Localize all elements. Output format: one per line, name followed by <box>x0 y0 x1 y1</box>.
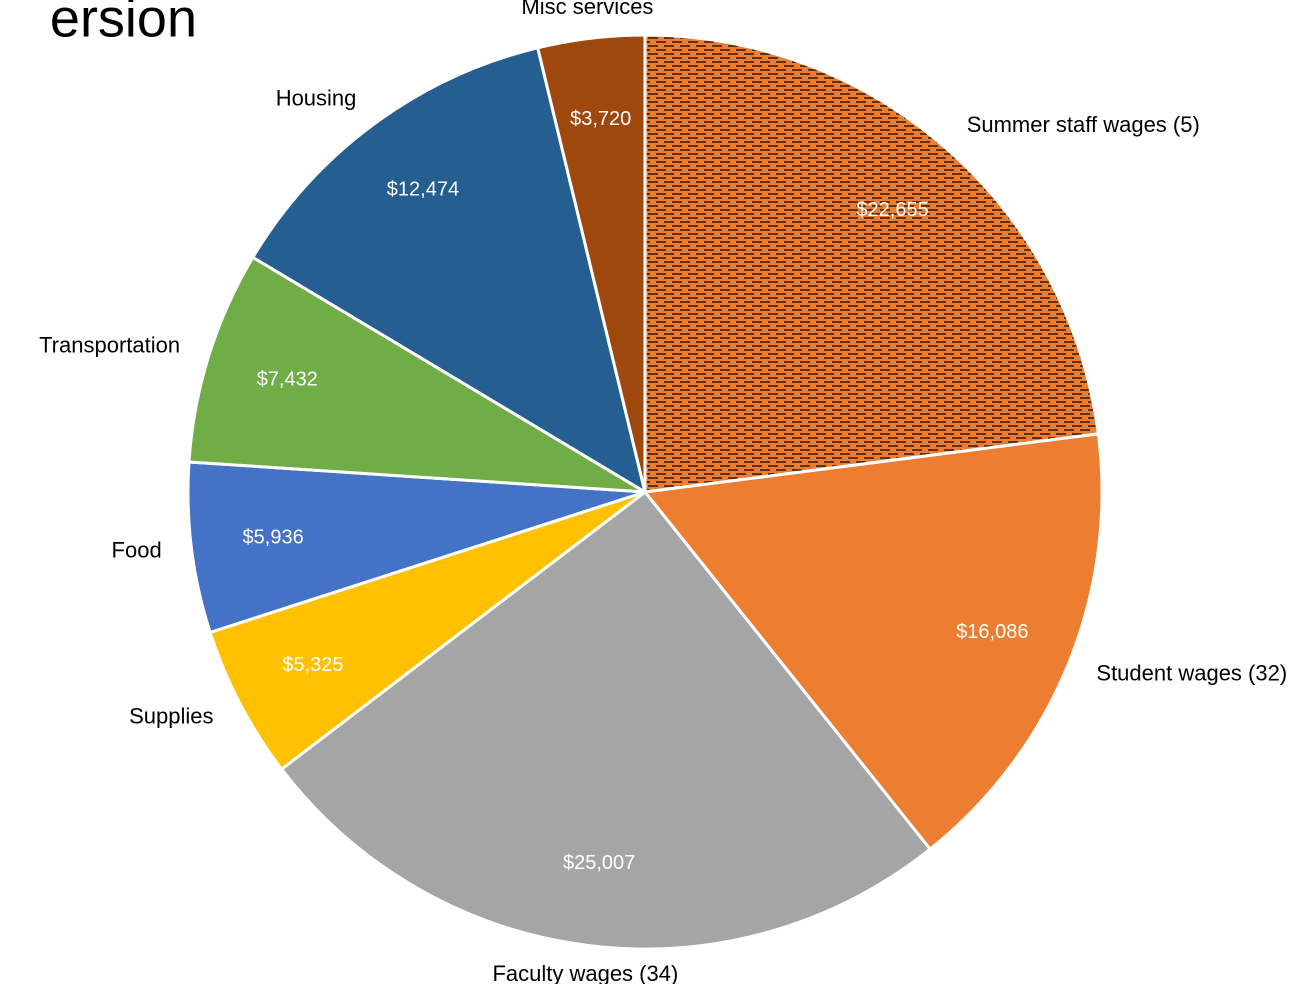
pie-slice <box>279 489 933 951</box>
category-label: Transportation <box>39 333 180 358</box>
pie-slice <box>250 45 648 496</box>
pie-slice <box>535 33 647 493</box>
value-label: $22,655 <box>856 199 928 221</box>
pie-slice <box>187 255 646 494</box>
chart-title: ersion <box>50 0 197 48</box>
value-label: $5,325 <box>282 654 343 676</box>
value-label: $16,086 <box>956 621 1028 643</box>
category-label: Student wages (32) <box>1096 661 1287 686</box>
pie-slice <box>642 432 1104 852</box>
category-label: Summer staff wages (5) <box>967 112 1200 137</box>
pie-slice <box>208 490 646 772</box>
category-label: Food <box>112 538 162 563</box>
pie-slice <box>643 33 1100 494</box>
category-label: Misc services <box>521 0 653 19</box>
value-label: $7,432 <box>257 369 318 391</box>
pie-slice <box>186 460 646 635</box>
category-label: Faculty wages (34) <box>492 961 678 984</box>
category-label: Housing <box>276 86 357 111</box>
value-label: $12,474 <box>387 178 459 200</box>
category-label: Supplies <box>129 704 213 729</box>
value-label: $3,720 <box>570 108 631 130</box>
value-label: $25,007 <box>563 852 635 874</box>
value-label: $5,936 <box>243 526 304 548</box>
